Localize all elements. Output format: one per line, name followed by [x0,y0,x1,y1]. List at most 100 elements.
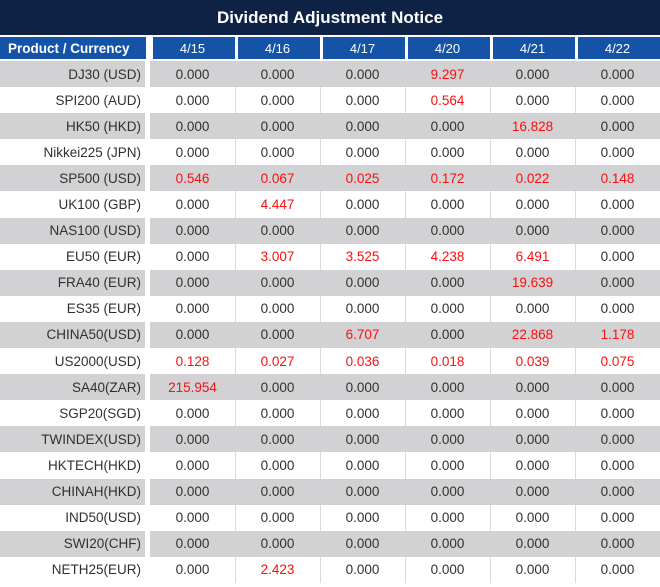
table-row: FRA40 (EUR) 0.000 0.000 0.000 0.000 19.639 0.… [0,269,660,296]
product-cell: IND50(USD) [0,505,150,531]
column-header-date: 4/15 [150,37,235,59]
value-cell: 0.000 [320,191,405,217]
value-cell: 0.025 [345,170,380,186]
value-cell: 215.954 [168,379,217,395]
value-cell: 0.000 [430,327,465,343]
value-cell: 0.000 [490,87,575,113]
product-cell: SA40(ZAR) [0,374,150,400]
value-cell: 0.000 [575,244,660,270]
column-header-product-currency: Product / Currency [0,37,150,59]
value-cell: 0.000 [405,191,490,217]
value-cell: 0.546 [175,170,210,186]
value-cell: 0.000 [430,118,465,134]
product-cell: NETH25(EUR) [0,557,150,583]
value-cell: 0.000 [405,452,490,478]
column-header-date: 4/17 [320,37,405,59]
page-title: Dividend Adjustment Notice [216,7,444,27]
value-cell: 0.000 [345,379,380,395]
value-cell: 0.000 [260,431,295,447]
product-cell: SWI20(CHF) [0,531,150,557]
value-cell: 0.000 [515,223,550,239]
value-cell: 0.000 [235,400,320,426]
value-cell: 0.000 [260,327,295,343]
table-row: US2000(USD) 0.128 0.027 0.036 0.018 0.039 0.0… [0,348,660,375]
product-cell: US2000(USD) [0,348,150,374]
value-cell: 0.000 [575,452,660,478]
product-cell: FRA40 (EUR) [0,270,150,296]
value-cell: 0.000 [175,118,210,134]
value-cell: 0.000 [430,431,465,447]
product-cell: Nikkei225 (JPN) [0,139,150,165]
value-cell: 0.000 [490,139,575,165]
value-cell: 0.000 [260,275,295,291]
value-cell: 0.027 [235,348,320,374]
value-cell: 0.000 [345,536,380,552]
value-cell: 0.128 [175,353,210,369]
column-header-date: 4/16 [235,37,320,59]
product-cell: ES35 (EUR) [0,296,150,322]
value-cell: 0.000 [320,452,405,478]
value-cell: 0.000 [490,191,575,217]
value-cell: 0.000 [600,223,635,239]
table-row: NAS100 (USD) 0.000 0.000 0.000 0.000 0.000 0.… [0,217,660,244]
product-cell: SPI200 (AUD) [0,87,150,113]
product-cell: CHINAH(HKD) [0,479,150,505]
table-row: Nikkei225 (JPN) 0.000 0.000 0.000 0.000 0.00… [0,139,660,166]
value-cell: 0.000 [515,379,550,395]
value-cell: 0.000 [175,536,210,552]
value-cell: 0.000 [235,296,320,322]
value-cell: 0.000 [175,301,210,317]
table-row: DJ30 (USD) 0.000 0.000 0.000 9.297 0.000 0.00… [0,61,660,88]
value-cell: 0.000 [175,431,210,447]
value-cell: 0.000 [600,118,635,134]
value-cell: 19.639 [511,275,554,291]
table-row: NETH25(EUR) 0.000 2.423 0.000 0.000 0.000 0.0… [0,556,660,583]
value-cell: 0.000 [490,452,575,478]
value-cell: 0.000 [405,296,490,322]
value-cell: 0.000 [430,536,465,552]
value-cell: 0.000 [175,223,210,239]
value-cell: 0.000 [235,139,320,165]
value-cell: 0.000 [405,557,490,583]
value-cell: 0.564 [405,87,490,113]
value-cell: 6.707 [345,327,380,343]
table-row: SPI200 (AUD) 0.000 0.000 0.000 0.564 0.000 0.… [0,87,660,114]
table-row: HK50 (HKD) 0.000 0.000 0.000 0.000 16.828 0.0… [0,113,660,140]
value-cell: 0.000 [600,66,635,82]
value-cell: 0.022 [515,170,550,186]
value-cell: 0.000 [575,505,660,531]
value-cell: 6.491 [490,244,575,270]
value-cell: 0.000 [575,139,660,165]
value-cell: 0.067 [260,170,295,186]
table-row: EU50 (EUR) 0.000 3.007 3.525 4.238 6.491 0.00… [0,243,660,270]
value-cell: 0.172 [430,170,465,186]
value-cell: 0.000 [515,431,550,447]
table-row: ES35 (EUR) 0.000 0.000 0.000 0.000 0.000 0.00… [0,295,660,322]
product-cell: DJ30 (USD) [0,61,150,87]
value-cell: 0.000 [175,92,210,108]
value-cell: 0.000 [575,557,660,583]
value-cell: 0.148 [600,170,635,186]
value-cell: 22.868 [511,327,554,343]
value-cell: 0.000 [600,275,635,291]
value-cell: 0.000 [490,400,575,426]
value-cell: 0.000 [600,431,635,447]
table-row: HKTECH(HKD) 0.000 0.000 0.000 0.000 0.000 0.0… [0,452,660,479]
value-cell: 0.000 [575,400,660,426]
value-cell: 0.000 [175,562,210,578]
product-cell: NAS100 (USD) [0,218,150,244]
value-cell: 0.000 [320,557,405,583]
value-cell: 0.000 [430,223,465,239]
value-cell: 16.828 [511,118,554,134]
table-row: SP500 (USD) 0.546 0.067 0.025 0.172 0.022 0.1… [0,165,660,192]
value-cell: 0.000 [430,484,465,500]
value-cell: 0.000 [575,87,660,113]
value-cell: 1.178 [600,327,635,343]
value-cell: 0.000 [260,66,295,82]
product-cell: HK50 (HKD) [0,113,150,139]
value-cell: 0.000 [260,484,295,500]
value-cell: 0.000 [235,87,320,113]
product-cell: EU50 (EUR) [0,244,150,270]
value-cell: 0.000 [345,223,380,239]
value-cell: 0.000 [405,139,490,165]
